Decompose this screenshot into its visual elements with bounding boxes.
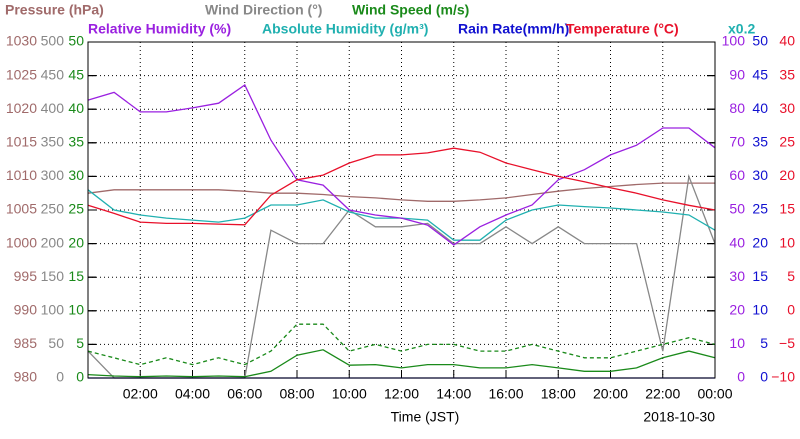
y-tick-label: 100 <box>41 302 65 318</box>
y-tick-label: 1025 <box>6 66 37 82</box>
y-tick-label: 10 <box>68 302 84 318</box>
y-tick-label: 350 <box>41 134 65 150</box>
y-tick-label: 0 <box>737 369 745 385</box>
y-tick-label: 250 <box>41 201 65 217</box>
x-tick-label: 20:00 <box>593 386 628 402</box>
y-tick-label: 1030 <box>6 33 37 49</box>
y-tick-label: 50 <box>729 201 745 217</box>
y-tick-label: 15 <box>779 201 795 217</box>
y-tick-label: 40 <box>752 100 768 116</box>
y-tick-label: 10 <box>779 234 795 250</box>
y-tick-label: 45 <box>752 66 768 82</box>
y-tick-label: 30 <box>779 100 795 116</box>
y-tick-label: 0 <box>76 369 84 385</box>
axis-title: Relative Humidity (%) <box>88 21 231 37</box>
y-tick-label: 25 <box>779 134 795 150</box>
series-line <box>87 349 716 378</box>
y-tick-label: 200 <box>41 234 65 250</box>
y-tick-label: 20 <box>752 234 768 250</box>
x-tick-label: 18:00 <box>541 386 576 402</box>
y-tick-label: 35 <box>752 134 768 150</box>
y-tick-label: 35 <box>68 134 84 150</box>
y-tick-label: 980 <box>14 369 38 385</box>
y-tick-label: 1005 <box>6 201 37 217</box>
y-tick-label: 10 <box>752 302 768 318</box>
y-tick-label: 5 <box>787 268 795 284</box>
y-tick-label: 985 <box>14 335 38 351</box>
x-tick-label: 00:00 <box>697 386 732 402</box>
y-tick-label: 20 <box>779 167 795 183</box>
y-tick-label: 500 <box>41 33 65 49</box>
y-tick-label: 35 <box>779 66 795 82</box>
x-tick-label: 14:00 <box>436 386 471 402</box>
y-tick-label: 300 <box>41 167 65 183</box>
axis-title: Absolute Humidity (g/m³) <box>262 21 428 37</box>
y-tick-label: 40 <box>68 100 84 116</box>
y-tick-label: 15 <box>752 268 768 284</box>
y-tick-label: 1000 <box>6 234 37 250</box>
axis-title: Rain Rate(mm/h) <box>458 21 569 37</box>
y-tick-label: 30 <box>68 167 84 183</box>
series-line <box>87 323 716 366</box>
series-line <box>87 84 716 246</box>
y-tick-label: 50 <box>68 33 84 49</box>
y-tick-label: 990 <box>14 302 38 318</box>
y-tick-label: 30 <box>729 268 745 284</box>
y-tick-label: 0 <box>787 302 795 318</box>
y-tick-label: 1015 <box>6 134 37 150</box>
y-tick-label: 25 <box>68 201 84 217</box>
y-tick-label: 40 <box>779 33 795 49</box>
y-tick-label: 50 <box>752 33 768 49</box>
y-tick-label: 45 <box>68 66 84 82</box>
y-tick-label: 15 <box>68 268 84 284</box>
y-tick-label: 70 <box>729 134 745 150</box>
x-tick-label: 06:00 <box>227 386 262 402</box>
y-tick-label: 1010 <box>6 167 37 183</box>
y-tick-label: 5 <box>76 335 84 351</box>
y-tick-label: 20 <box>68 234 84 250</box>
y-tick-label: 30 <box>752 167 768 183</box>
y-tick-label: 100 <box>722 33 746 49</box>
y-tick-label: −10 <box>771 369 795 385</box>
series-line <box>87 147 716 226</box>
y-tick-label: −5 <box>779 335 795 351</box>
y-tick-label: 25 <box>752 201 768 217</box>
x-tick-label: 22:00 <box>645 386 680 402</box>
y-tick-label: 150 <box>41 268 65 284</box>
y-tick-label: 10 <box>729 335 745 351</box>
series-line <box>87 182 715 202</box>
y-tick-label: 20 <box>729 302 745 318</box>
x-axis-label: Time (JST) <box>391 409 460 425</box>
y-tick-label: 60 <box>729 167 745 183</box>
x-tick-label: 08:00 <box>279 386 314 402</box>
plot-frame <box>87 41 716 379</box>
y-tick-label: 450 <box>41 66 65 82</box>
y-tick-label: 50 <box>48 335 64 351</box>
y-tick-label: 400 <box>41 100 65 116</box>
date-label: 2018-10-30 <box>643 409 715 425</box>
y-tick-label: 995 <box>14 268 38 284</box>
axis-title: Wind Direction (°) <box>205 2 322 18</box>
y-tick-label: 1020 <box>6 100 37 116</box>
axis-title: Pressure (hPa) <box>5 2 104 18</box>
axis-title: Wind Speed (m/s) <box>352 2 469 18</box>
y-tick-label: 40 <box>729 234 745 250</box>
annotation: x0.2 <box>728 21 755 37</box>
y-tick-label: 90 <box>729 66 745 82</box>
y-tick-label: 5 <box>760 335 768 351</box>
x-tick-label: 02:00 <box>123 386 158 402</box>
y-tick-label: 80 <box>729 100 745 116</box>
x-tick-label: 12:00 <box>384 386 419 402</box>
x-tick-label: 04:00 <box>175 386 210 402</box>
x-tick-label: 10:00 <box>332 386 367 402</box>
axis-title: Temperature (°C) <box>566 21 679 37</box>
y-tick-label: 0 <box>760 369 768 385</box>
x-tick-label: 16:00 <box>488 386 523 402</box>
y-tick-label: 0 <box>56 369 64 385</box>
